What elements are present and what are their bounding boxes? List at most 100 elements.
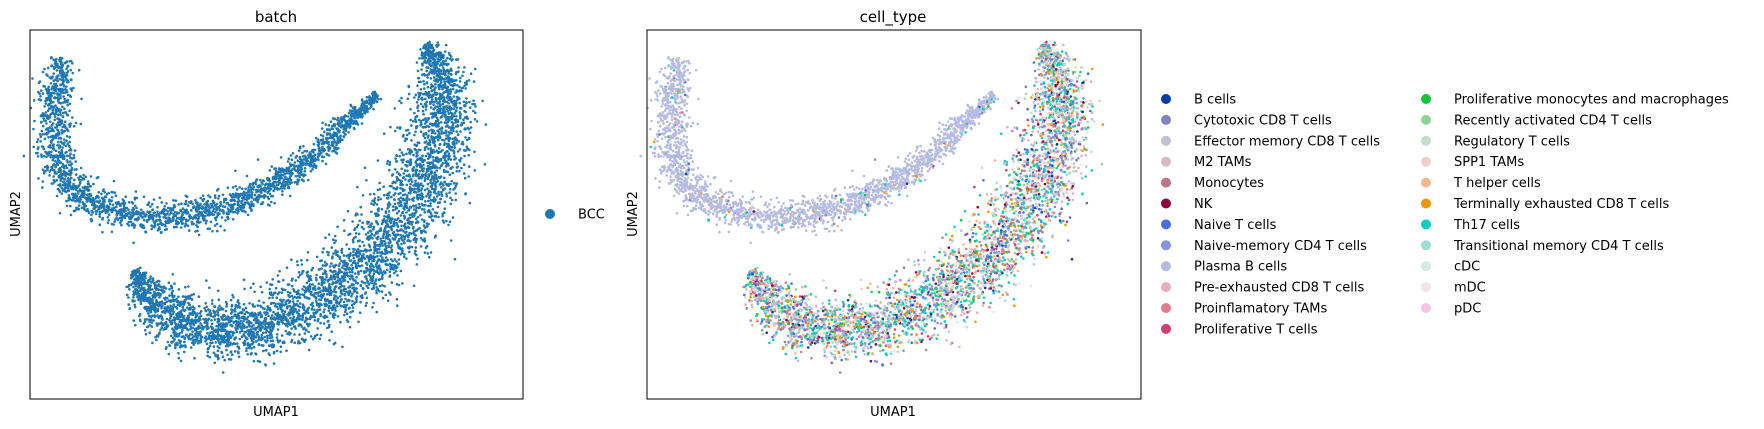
scatter-point [368, 96, 372, 99]
scatter-point [127, 208, 130, 211]
scatter-point [171, 318, 175, 322]
scatter-point [163, 223, 166, 227]
scatter-point [372, 225, 376, 229]
scatter-point [337, 147, 340, 150]
scatter-point [210, 206, 214, 209]
scatter-point [313, 159, 317, 163]
scatter-point [114, 205, 118, 209]
scatter-point [333, 125, 336, 128]
scatter-point [177, 317, 180, 321]
scatter-point [56, 79, 59, 83]
scatter-point [56, 158, 60, 162]
scatter-point [301, 288, 304, 291]
scatter-point [61, 125, 64, 129]
scatter-point [124, 195, 127, 198]
scatter-point [50, 182, 54, 185]
scatter-point [328, 301, 331, 305]
scatter-point [281, 193, 284, 196]
scatter-point [444, 84, 447, 87]
scatter-point [236, 195, 239, 198]
scatter-point [60, 89, 63, 93]
scatter-point [166, 210, 170, 213]
scatter-point [402, 206, 405, 210]
scatter-point [396, 201, 400, 205]
scatter-point [446, 145, 449, 149]
scatter-point [175, 332, 179, 336]
scatter-point [316, 138, 320, 141]
scatter-point [253, 290, 256, 294]
scatter-point [59, 140, 63, 143]
scatter-point [68, 135, 72, 139]
scatter-point [57, 133, 61, 136]
scatter-point [327, 140, 331, 144]
scatter-point [285, 349, 288, 353]
scatter-point [127, 220, 131, 224]
scatter-point [177, 323, 180, 326]
scatter-point [289, 164, 293, 167]
scatter-point [132, 285, 135, 289]
scatter-point [148, 331, 151, 335]
scatter-point [58, 78, 62, 81]
scatter-point [153, 211, 156, 214]
scatter-point [305, 322, 309, 326]
scatter-point [200, 211, 204, 215]
scatter-point [269, 336, 272, 340]
scatter-point [113, 220, 116, 223]
scatter-point [132, 241, 135, 245]
scatter-point [61, 70, 65, 74]
scatter-point [426, 182, 430, 186]
scatter-point [268, 179, 272, 182]
scatter-point [332, 281, 335, 284]
scatter-point [365, 301, 368, 305]
scatter-point [51, 109, 55, 112]
scatter-point [75, 185, 79, 188]
scatter-point [64, 185, 67, 189]
scatter-point [50, 168, 54, 172]
scatter-point [443, 50, 447, 53]
scatter-point [192, 222, 195, 226]
scatter-point [293, 333, 296, 336]
scatter-point [434, 96, 438, 100]
scatter-point [149, 205, 152, 208]
scatter-point [309, 335, 313, 338]
scatter-point [107, 219, 110, 222]
scatter-point [285, 266, 289, 270]
scatter-point [38, 80, 42, 83]
scatter-point [150, 224, 153, 227]
scatter-point [119, 221, 122, 224]
scatter-point [38, 98, 41, 101]
scatter-point [344, 287, 348, 291]
scatter-point [196, 205, 200, 208]
scatter-point [268, 189, 271, 193]
scatter-point [141, 293, 144, 296]
scatter-point [229, 194, 233, 197]
scatter-point [208, 344, 212, 348]
scatter-point [336, 116, 340, 120]
scatter-point [191, 330, 194, 333]
scatter-point [54, 104, 57, 107]
scatter-point [419, 189, 423, 192]
scatter-point [179, 209, 183, 212]
scatter-point [187, 229, 191, 232]
scatter-point [348, 277, 352, 281]
scatter-point [349, 104, 353, 108]
scatter-point [42, 147, 46, 151]
scatter-point [165, 296, 169, 300]
scatter-point [155, 218, 158, 222]
scatter-point [424, 108, 428, 111]
scatter-point [343, 303, 346, 307]
scatter-point [385, 193, 389, 196]
scatter-point [422, 112, 425, 116]
scatter-point [245, 347, 248, 350]
scatter-point [324, 123, 328, 126]
scatter-point [61, 155, 65, 159]
scatter-point [409, 239, 412, 243]
scatter-point [393, 129, 397, 133]
scatter-point [134, 204, 137, 208]
scatter-point [238, 204, 241, 207]
scatter-point [295, 164, 298, 168]
scatter-point [232, 193, 236, 196]
scatter-point [238, 194, 242, 198]
scatter-point [61, 183, 65, 187]
scatter-point [186, 204, 190, 207]
